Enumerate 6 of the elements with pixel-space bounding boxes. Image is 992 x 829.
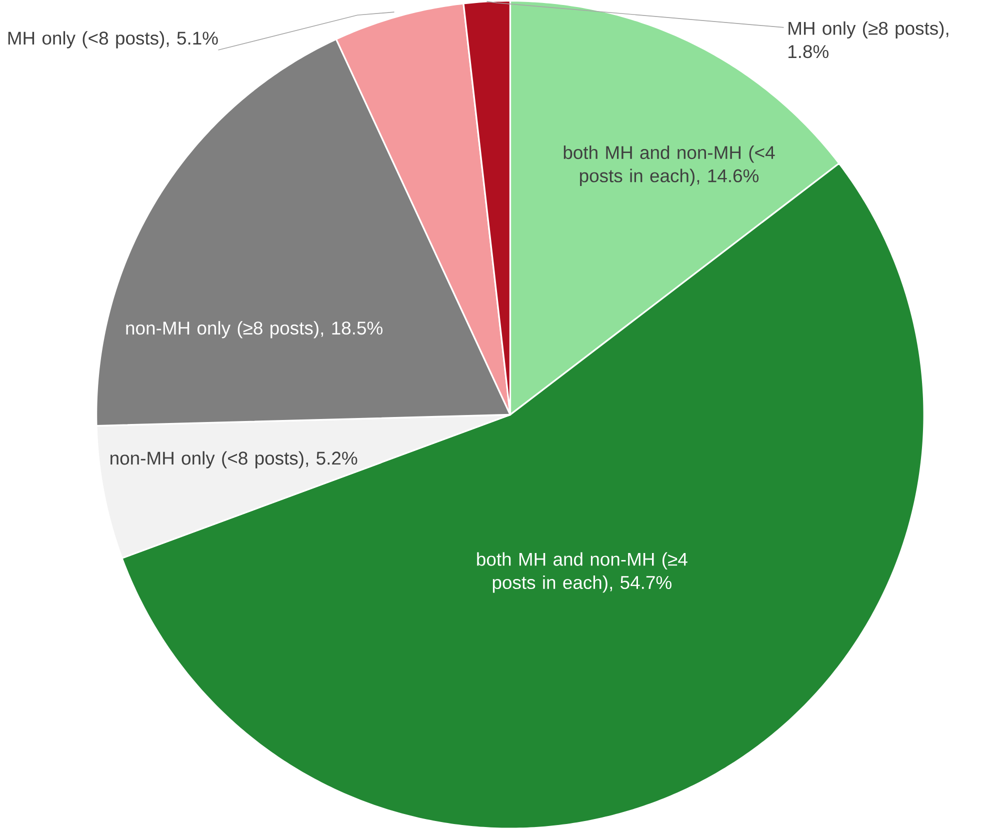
slice-label: MH only (≥8 posts), 1.8% xyxy=(788,21,948,58)
slice-label: both MH and non-MH (<4 posts in each), 14.6% xyxy=(564,145,775,186)
slice-label: non-MH only (<8 posts), 5.2% xyxy=(110,450,358,468)
slice-label: both MH and non-MH (≥4 posts in each), 54.7% xyxy=(477,552,688,592)
slice-label: non-MH only (≥8 posts), 18.5% xyxy=(126,320,382,338)
slice-label: MH only (<8 posts), 5.1% xyxy=(8,30,218,48)
